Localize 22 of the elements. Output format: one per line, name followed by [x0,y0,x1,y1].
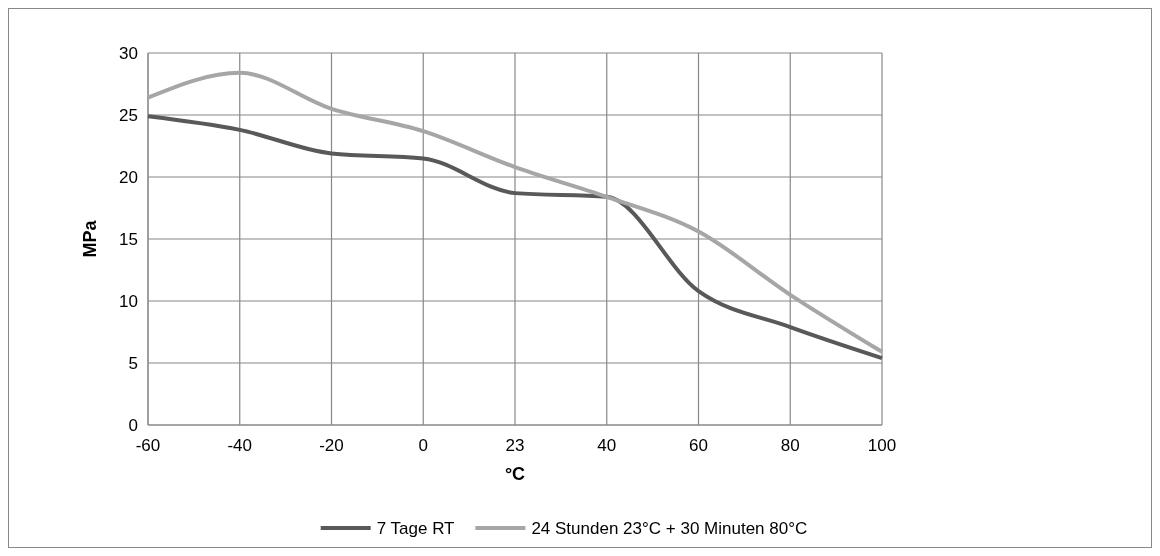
y-axis-title: MPa [80,219,100,258]
y-tick-label: 20 [119,167,138,187]
x-tick-label: 80 [780,436,800,455]
y-tick-label: 5 [128,353,138,373]
x-tick-label: 100 [867,436,897,455]
x-tick-label: 60 [689,436,708,455]
x-axis-title: °C [504,464,526,484]
y-tick-label: 15 [119,229,138,249]
y-tick-label: 25 [119,105,138,125]
y-tick-label: 10 [119,291,138,311]
y-tick-label: 0 [128,415,138,435]
legend-label: 24 Stunden 23°C + 30 Minuten 80°C [531,518,808,538]
x-tick-label: 0 [418,436,428,455]
x-tick-label: -40 [227,436,253,455]
legend-label: 7 Tage RT [376,518,455,538]
x-tick-label: 23 [505,436,525,455]
line-series [146,70,884,354]
x-tick-label: 40 [597,436,617,455]
line-series [146,114,884,361]
y-tick-label: 30 [119,43,138,63]
x-tick-label: -20 [319,436,344,455]
x-tick-label: -60 [135,436,161,455]
